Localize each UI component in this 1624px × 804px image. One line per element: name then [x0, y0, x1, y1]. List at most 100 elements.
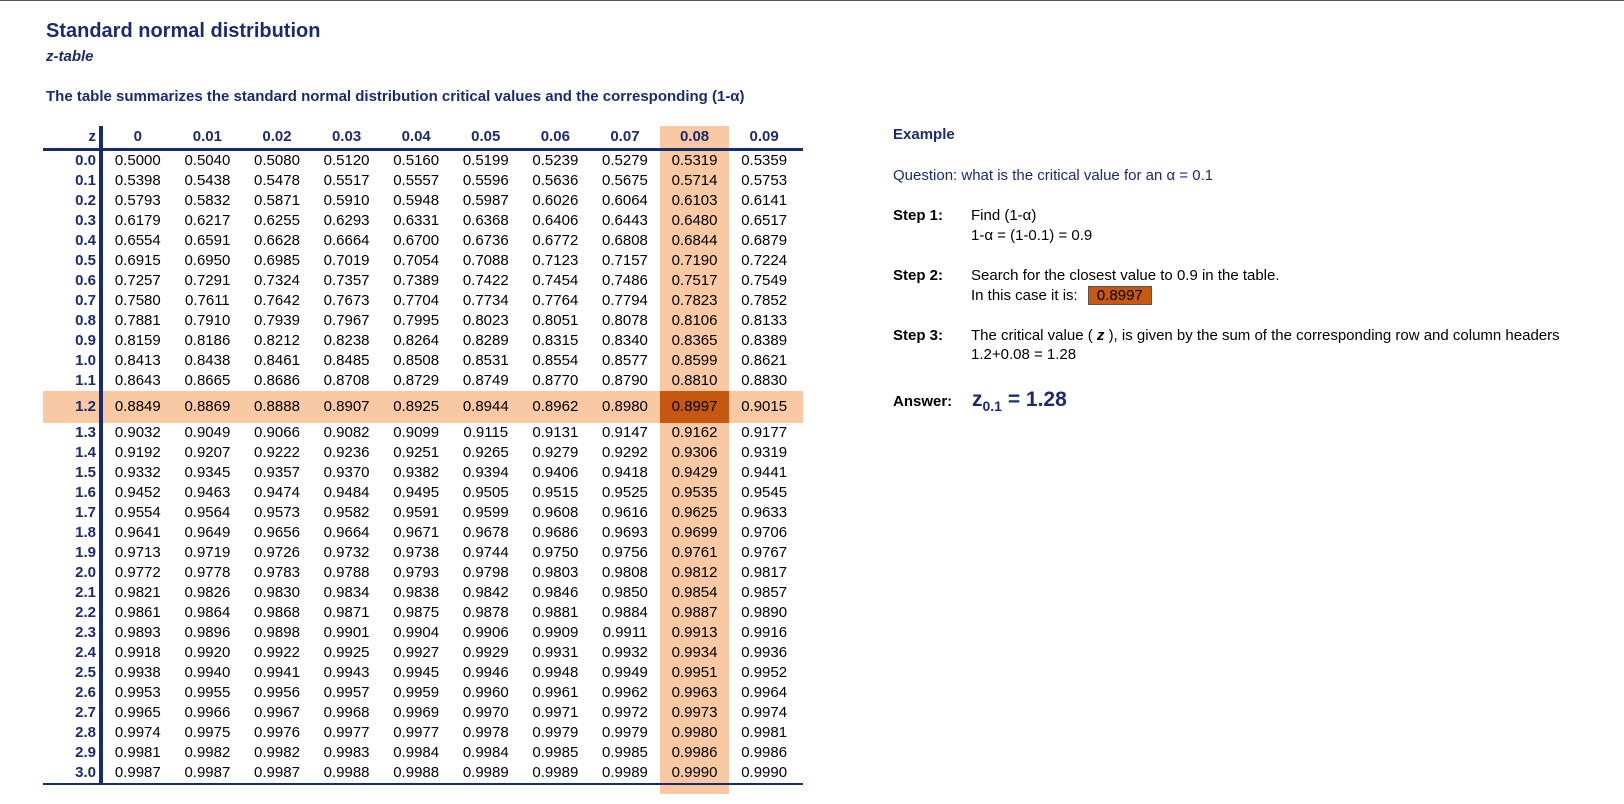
table-cell: 0.9582: [323, 504, 370, 521]
table-cell: 0.9913: [671, 624, 718, 641]
table-cell: 0.9656: [254, 524, 300, 541]
table-cell: 0.9693: [602, 524, 648, 541]
table-cell: 0.9535: [671, 484, 718, 501]
table-cell: 0.7389: [393, 272, 440, 289]
row-header: 0.5: [43, 251, 103, 271]
table-cell: 0.6591: [184, 232, 231, 249]
table-cell: 0.6064: [602, 192, 648, 209]
table-cell: 0.9332: [114, 464, 161, 481]
table-cell: 0.8577: [602, 352, 648, 369]
table-cell: 0.6628: [254, 232, 300, 249]
table-cell: 0.9925: [323, 644, 370, 661]
table-row: 3.0 0.9987 0.9987 0.9987 0.9988 0.9988 0.9989 0…: [43, 763, 803, 785]
table-cell: 0.9817: [741, 564, 788, 581]
table-cell: 0.9951: [671, 664, 718, 681]
table-cell: 0.6141: [741, 192, 788, 209]
table-cell: 0.8554: [532, 352, 579, 369]
table-row: 0.2 0.5793 0.5832 0.5871 0.5910 0.5948 0.5987 0…: [43, 191, 803, 211]
row-header: 2.8: [43, 723, 103, 743]
example-heading: Example: [893, 126, 955, 143]
table-cell: 0.9974: [114, 724, 161, 741]
table-cell: 0.7673: [323, 292, 370, 309]
table-cell: 0.9265: [462, 444, 509, 461]
table-cell: 0.9767: [741, 544, 788, 561]
found-cell: 0.8997: [659, 391, 730, 423]
table-cell: 0.6331: [393, 212, 440, 229]
table-cell: 0.7704: [393, 292, 440, 309]
table-cell: 0.6406: [532, 212, 579, 229]
table-cell: 0.9988: [393, 764, 440, 781]
table-row: 2.9 0.9981 0.9982 0.9982 0.9983 0.9984 0.9984 0…: [43, 743, 803, 763]
table-row: 1.1 0.8643 0.8665 0.8686 0.8708 0.8729 0.8749 0…: [43, 371, 803, 391]
table-cell: 0.9884: [602, 604, 648, 621]
step3-line1: The critical value ( z ), is given by th…: [971, 327, 1560, 344]
table-cell: 0.9798: [462, 564, 509, 581]
table-cell: 0.9960: [462, 684, 509, 701]
table-cell: 0.9772: [114, 564, 161, 581]
table-cell: 0.7291: [184, 272, 231, 289]
table-cell: 0.9936: [741, 644, 788, 661]
table-cell: 0.5080: [254, 152, 300, 169]
table-cell: 0.5557: [393, 172, 440, 189]
table-cell: 0.9875: [393, 604, 440, 621]
table-cell: 0.8907: [323, 398, 370, 415]
table-cell: 0.9890: [741, 604, 788, 621]
table-cell: 0.9931: [532, 644, 579, 661]
table-cell: 0.9881: [532, 604, 579, 621]
row-header: 0.2: [43, 191, 103, 211]
table-cell: 0.9864: [184, 604, 231, 621]
table-cell: 0.9554: [114, 504, 161, 521]
table-row: 0.0 0.5000 0.5040 0.5080 0.5120 0.5160 0.5199 0…: [43, 151, 803, 171]
table-cell: 0.9896: [184, 624, 231, 641]
table-cell: 0.9878: [462, 604, 509, 621]
row-header: 0.6: [43, 271, 103, 291]
table-cell: 0.9564: [184, 504, 231, 521]
row-header: 2.5: [43, 663, 103, 683]
table-cell: 0.8962: [532, 398, 579, 415]
table-cell: 0.6700: [393, 232, 440, 249]
table-cell: 0.7019: [323, 252, 370, 269]
step2-line2-text: In this case it is:: [971, 287, 1078, 304]
table-cell: 0.9901: [323, 624, 370, 641]
table-cell: 0.9984: [393, 744, 440, 761]
table-cell: 0.5478: [254, 172, 300, 189]
table-cell: 0.7257: [114, 272, 161, 289]
table-cell: 0.5793: [114, 192, 161, 209]
table-cell: 0.5987: [462, 192, 509, 209]
table-row: 0.7 0.7580 0.7611 0.7642 0.7673 0.7704 0.7734 0…: [43, 291, 803, 311]
table-cell: 0.8365: [671, 332, 718, 349]
table-cell: 0.8133: [741, 312, 788, 329]
example-question: Question: what is the critical value for…: [893, 167, 1214, 184]
table-cell: 0.9664: [323, 524, 370, 541]
step3-post: ), is given by the sum of the correspond…: [1108, 327, 1560, 344]
table-cell: 0.5398: [114, 172, 161, 189]
table-cell: 0.5319: [671, 152, 718, 169]
table-cell: 0.7088: [462, 252, 509, 269]
table-cell: 0.9732: [323, 544, 370, 561]
table-cell: 0.9484: [323, 484, 370, 501]
table-cell: 0.9394: [462, 464, 509, 481]
table-cell: 0.9969: [393, 704, 440, 721]
column-header: 0.08: [679, 128, 710, 145]
table-row: 1.9 0.9713 0.9719 0.9726 0.9732 0.9738 0.9744 0…: [43, 543, 803, 563]
table-cell: 0.9979: [602, 724, 648, 741]
table-cell: 0.9967: [254, 704, 300, 721]
column-header: 0.07: [610, 128, 640, 145]
table-cell: 0.9941: [254, 664, 300, 681]
column-header: 0.09: [749, 128, 779, 145]
table-cell: 0.9066: [254, 424, 300, 441]
table-cell: 0.8264: [393, 332, 440, 349]
z-header: z: [43, 126, 103, 148]
table-cell: 0.9292: [602, 444, 648, 461]
table-cell: 0.9982: [184, 744, 231, 761]
table-cell: 0.9955: [184, 684, 231, 701]
table-cell: 0.5517: [323, 172, 370, 189]
table-cell: 0.9986: [741, 744, 788, 761]
table-cell: 0.9319: [741, 444, 788, 461]
table-cell: 0.8340: [602, 332, 648, 349]
table-cell: 0.5239: [532, 152, 579, 169]
table-row: 1.6 0.9452 0.9463 0.9474 0.9484 0.9495 0.9505 0…: [43, 483, 803, 503]
answer-value: z0.1 = 1.28: [972, 388, 1067, 414]
answer-subscript: 0.1: [982, 398, 1002, 415]
table-cell: 0.9357: [254, 464, 300, 481]
